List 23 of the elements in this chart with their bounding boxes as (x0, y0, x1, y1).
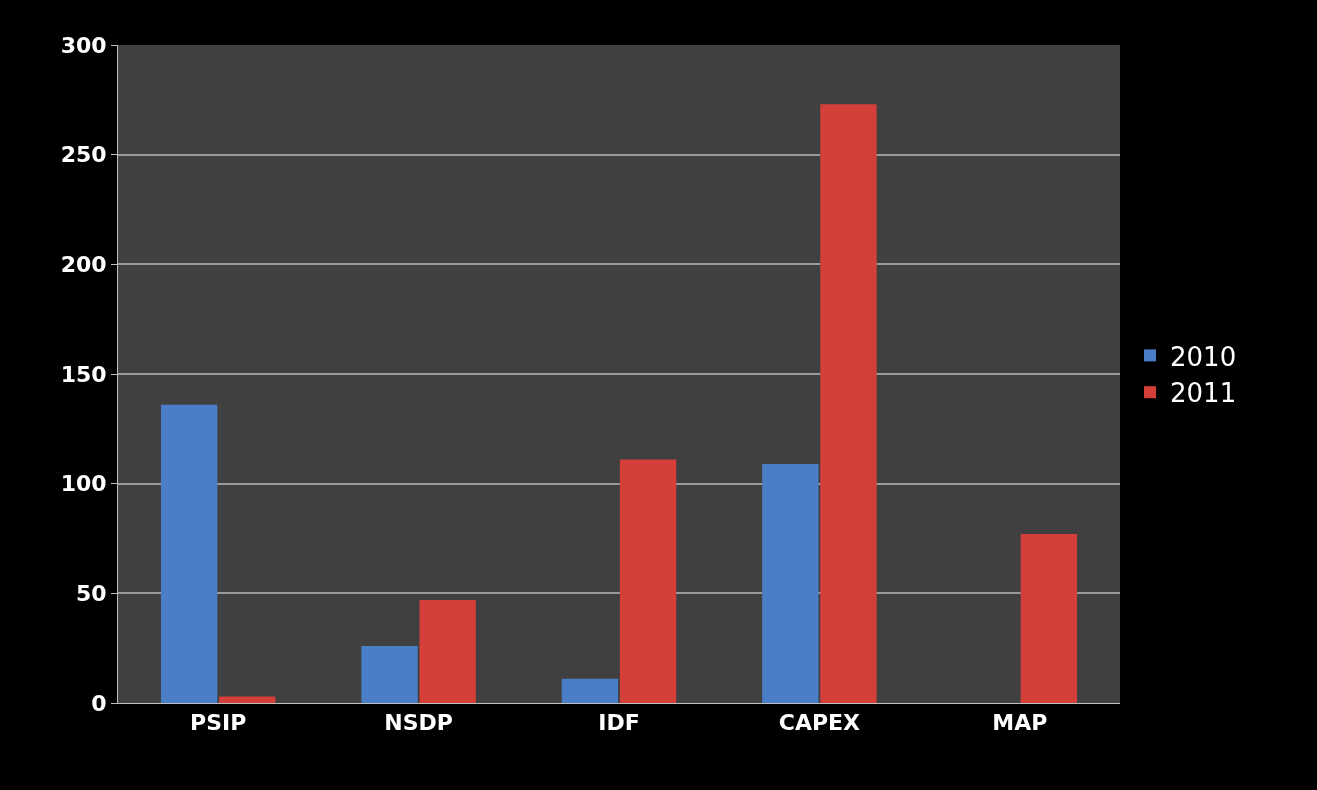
bar (219, 696, 276, 703)
y-tick-label: 200 (60, 252, 107, 278)
bar (762, 463, 819, 703)
x-tick-label: MAP (992, 710, 1048, 736)
y-tick-label: 50 (75, 581, 107, 607)
bar (619, 459, 677, 703)
legend-label: 2011 (1170, 378, 1237, 409)
y-tick-label: 100 (60, 471, 107, 497)
x-tick-label: PSIP (190, 710, 247, 736)
y-tick-label: 150 (60, 361, 107, 387)
bar (1020, 534, 1078, 703)
y-tick-label: 250 (60, 142, 107, 168)
x-tick-label: IDF (598, 710, 640, 736)
bar (820, 104, 877, 703)
x-tick-label: CAPEX (778, 710, 861, 736)
bar (160, 404, 218, 703)
legend-label: 2010 (1170, 341, 1237, 372)
y-tick-label: 0 (91, 690, 107, 716)
bar (561, 678, 619, 703)
bar (361, 645, 418, 703)
y-tick-label: 300 (60, 32, 107, 58)
x-tick-label: NSDP (384, 710, 453, 736)
bar (419, 599, 476, 703)
